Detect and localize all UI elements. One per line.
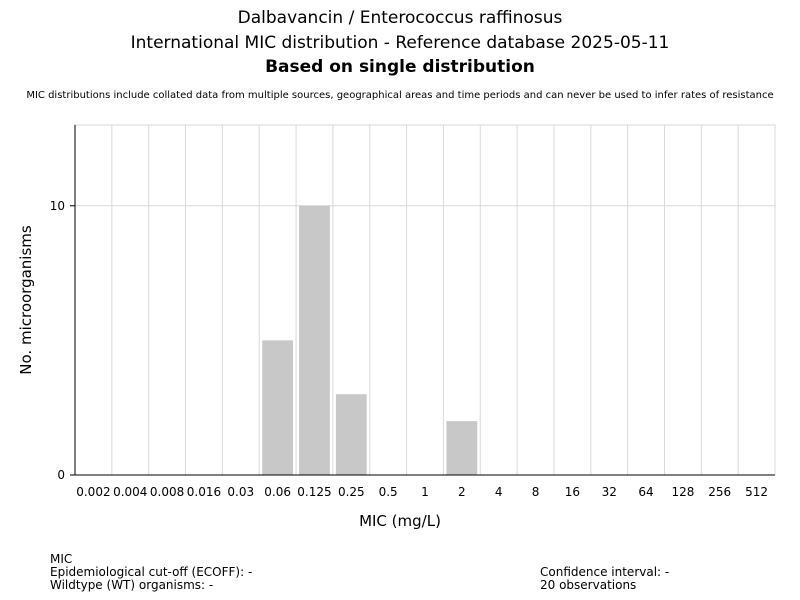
confidence-interval-text: Confidence interval: - [540, 565, 670, 579]
x-tick-label: 2 [458, 485, 466, 499]
bar-2 [446, 421, 478, 475]
x-tick-label: 0.004 [113, 485, 147, 499]
y-tick-label: 0 [57, 468, 65, 482]
ecoff-text: Epidemiological cut-off (ECOFF): - [50, 565, 253, 579]
x-tick-label: 256 [708, 485, 731, 499]
chart-subtitle: International MIC distribution - Referen… [130, 33, 670, 53]
x-tick-label: 0.008 [150, 485, 184, 499]
bar-0.06 [262, 340, 294, 475]
x-tick-label: 0.25 [338, 485, 365, 499]
bar-0.25 [335, 394, 367, 475]
x-tick-label: 64 [638, 485, 653, 499]
x-tick-label: 0.002 [76, 485, 110, 499]
x-tick-label: 0.125 [297, 485, 331, 499]
x-axis-label: MIC (mg/L) [359, 512, 441, 530]
x-tick-label: 0.5 [379, 485, 398, 499]
wt-text: Wildtype (WT) organisms: - [50, 578, 214, 592]
x-tick-label: 32 [602, 485, 617, 499]
x-tick-label: 4 [495, 485, 503, 499]
chart-note: MIC distributions include collated data … [26, 90, 774, 101]
x-tick-label: 0.06 [264, 485, 291, 499]
x-tick-label: 128 [671, 485, 694, 499]
x-tick-label: 512 [745, 485, 768, 499]
chart-subtitle-bold: Based on single distribution [265, 57, 535, 77]
y-axis-label: No. microorganisms [17, 225, 35, 375]
x-tick-label: 16 [565, 485, 580, 499]
footer-left: MIC Epidemiological cut-off (ECOFF): - W… [50, 553, 252, 592]
x-tick-label: 0.03 [227, 485, 254, 499]
observations-text: 20 observations [540, 578, 637, 592]
x-tick-label: 1 [421, 485, 429, 499]
bar-0.125 [299, 205, 330, 475]
x-tick-label: 8 [532, 485, 540, 499]
y-tick-label: 10 [50, 199, 65, 213]
footer-right: Confidence interval: - 20 observations [540, 566, 669, 592]
x-tick-label: 0.016 [187, 485, 221, 499]
plot-frame [74, 124, 776, 476]
mic-label: MIC [50, 552, 73, 566]
chart-title: Dalbavancin / Enterococcus raffinosus [237, 8, 563, 28]
